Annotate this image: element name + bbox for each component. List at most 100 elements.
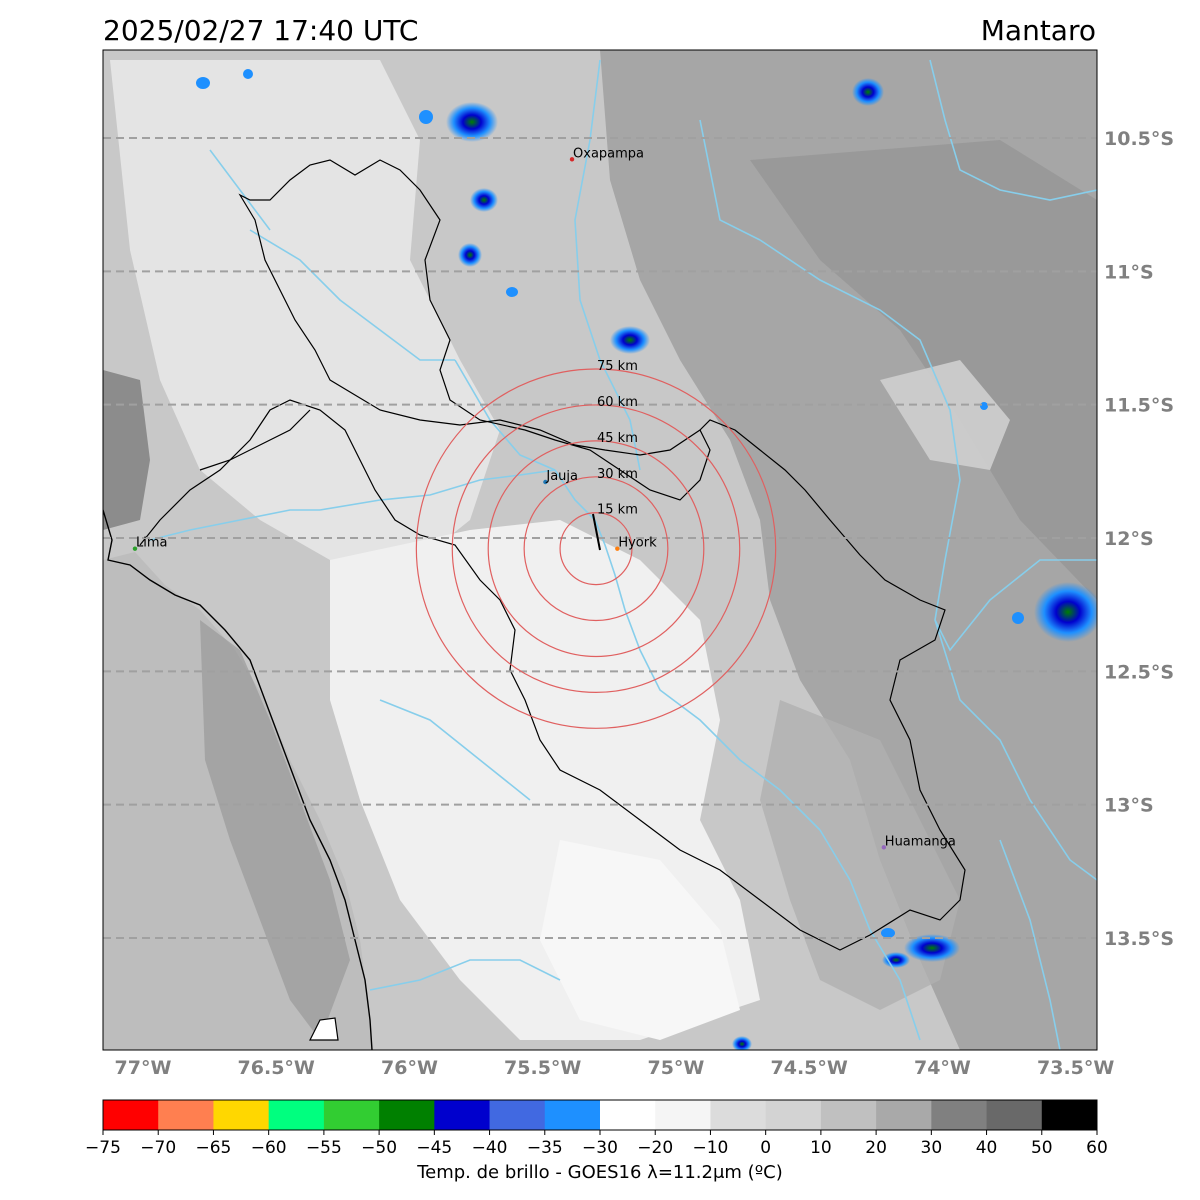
colorbar-swatch [820,1100,877,1130]
lon-tick-label: 76.5°W [238,1057,315,1079]
range-ring [559,512,633,586]
colorbar-swatch [323,1100,380,1130]
convective-cell [904,934,960,962]
colorbar-tick-label: 40 [976,1138,998,1158]
convective-cell [196,77,210,89]
convective-cell [419,110,433,124]
coastline [103,509,373,1050]
convective-cell [446,102,498,142]
cities: Oxapampa Jauja Hyork Lima Huamanga [132,146,956,850]
coastal-dark-cloud [103,370,150,530]
colorbar-swatch [986,1100,1043,1130]
colorbar-swatch [600,1100,656,1130]
colorbar-swatch [1041,1100,1098,1130]
radar-beam-line [592,513,601,551]
southeast-terrain [760,700,960,1010]
colorbar-swatch [765,1100,822,1130]
convective-cell [506,287,518,297]
city-marker [543,479,548,485]
river [999,839,1061,1050]
lat-tick-label: 13.5°S [1104,928,1174,950]
colorbar-swatch [268,1100,325,1130]
lat-tick-label: 12°S [1104,528,1154,550]
convective-cell [1012,612,1024,624]
eastern-terrain-dark [750,140,1097,600]
eastern-light-patch [880,360,1010,470]
longitude-tick-labels: 77°W 76.5°W 76°W 75.5°W 75°W 74.5°W 74°W 73.5°W [115,1057,1115,1079]
colorbar-swatch [489,1100,546,1130]
city-marker [132,546,138,551]
lat-tick-label: 11°S [1104,261,1154,283]
river [699,119,761,241]
colorbar-swatch [655,1100,711,1130]
basin-boundary-main [139,399,966,951]
colorbar: −75 −70 −65 −60 −55 −50 −45 −40 −35 −30 −20 −10 0 10 2… [85,1099,1108,1158]
colorbar-swatch [158,1100,214,1130]
river [379,699,531,801]
andes-dark-ridge [200,620,350,1040]
region-title: Mantaro [980,14,1096,47]
convective-cell [881,928,895,938]
range-ring [415,368,777,729]
city-marker [569,157,575,162]
rivers [149,59,1097,1050]
city-marker [881,845,887,850]
range-ring-label: 75 km [597,359,638,374]
colorbar-tick-label: −60 [251,1138,287,1158]
lon-tick-label: 76°W [381,1057,438,1079]
range-ring-label: 45 km [597,431,638,446]
convective-cell [882,952,910,968]
river [369,959,561,991]
range-ring [487,440,705,658]
city-label: Lima [136,536,167,551]
colorbar-label: Temp. de brillo - GOES16 λ=11.2μm (ºC) [417,1162,783,1183]
range-ring-label: 15 km [597,503,638,518]
lat-tick-label: 10.5°S [1104,128,1174,150]
colorbar-swatch [103,1100,159,1130]
coastline-island [309,1017,339,1041]
river [249,229,455,361]
light-cloud-center-white [540,840,740,1040]
colorbar-tick-label: −50 [361,1138,397,1158]
light-cloud-west [110,60,500,560]
convective-cell [1034,582,1097,642]
city-label: Oxapampa [573,146,644,161]
lon-tick-label: 74°W [914,1057,971,1079]
convective-cell [610,326,650,354]
colorbar-tick-label: −55 [306,1138,342,1158]
lon-tick-label: 75°W [647,1057,704,1079]
colorbar-tick-label: 50 [1031,1138,1053,1158]
river [149,509,320,541]
colorbar-tick-label: −65 [195,1138,231,1158]
convective-cell [458,243,482,267]
lat-tick-label: 11.5°S [1104,395,1174,417]
range-ring [523,476,669,622]
map-area: 15 km 30 km 45 km 60 km 75 km Oxapampa Jauja H… [103,50,1097,1050]
city-label: Jauja [545,469,578,484]
river [934,559,1097,652]
colorbar-swatch [876,1100,932,1130]
latitude-tick-labels: 10.5°S 11°S 11.5°S 12°S 12.5°S 13°S 13.5°S [1104,128,1174,950]
colorbar-tick-label: −20 [637,1138,673,1158]
colorbar-swatch [544,1100,601,1130]
timestamp-title: 2025/02/27 17:40 UTC [103,14,419,47]
colorbar-swatch [379,1100,435,1130]
colorbar-swatch [710,1100,767,1130]
range-rings: 15 km 30 km 45 km 60 km 75 km [415,359,777,729]
lon-tick-label: 77°W [115,1057,172,1079]
colorbar-tick-label: −40 [472,1138,508,1158]
colorbar-tick-label: −10 [692,1138,728,1158]
basin-boundary-west [199,409,311,471]
lat-tick-label: 12.5°S [1104,661,1174,683]
colorbar-tick-label: 60 [1086,1138,1108,1158]
city-label: Huamanga [885,834,956,849]
basin-boundaries [139,159,966,951]
colorbar-swatch [213,1100,270,1130]
colorbar-tick-label: −35 [527,1138,563,1158]
range-ring-label: 60 km [597,395,638,410]
range-ring-label: 30 km [597,467,638,482]
river [554,469,821,831]
river [319,469,556,511]
convective-cell [732,1036,752,1050]
